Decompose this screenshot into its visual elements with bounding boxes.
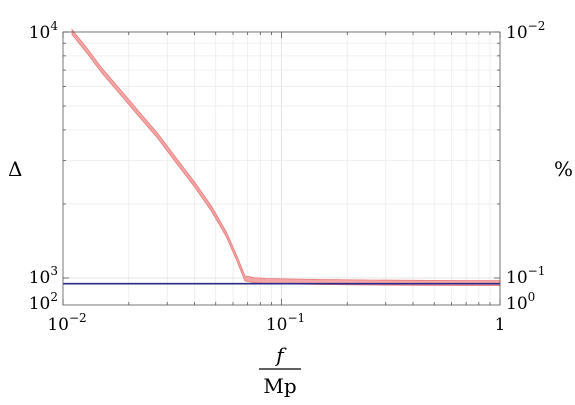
x-axis-label: f Mp <box>259 343 301 398</box>
x-axis-label-denominator: Mp <box>263 374 296 398</box>
series-band-0 <box>71 28 501 287</box>
y-axis-label-left: Δ <box>8 157 22 181</box>
x-axis-label-numerator: f <box>274 343 287 367</box>
y-left-tick-label: 103 <box>29 264 58 288</box>
y-left-tick-label: 104 <box>29 19 59 43</box>
y-left-tick-label: 102 <box>29 290 58 314</box>
x-tick-label: 10−1 <box>266 311 305 335</box>
y-right-tick-label: 10−2 <box>506 19 545 43</box>
y-right-tick-label: 100 <box>506 290 535 314</box>
grid <box>63 32 500 305</box>
y-right-tick-label: 10−1 <box>506 264 545 288</box>
y-axis-label-right: % <box>554 157 573 181</box>
x-tick-label: 10−2 <box>47 311 86 335</box>
x-tick-label: 1 <box>495 315 506 335</box>
tick-marks <box>62 31 501 305</box>
